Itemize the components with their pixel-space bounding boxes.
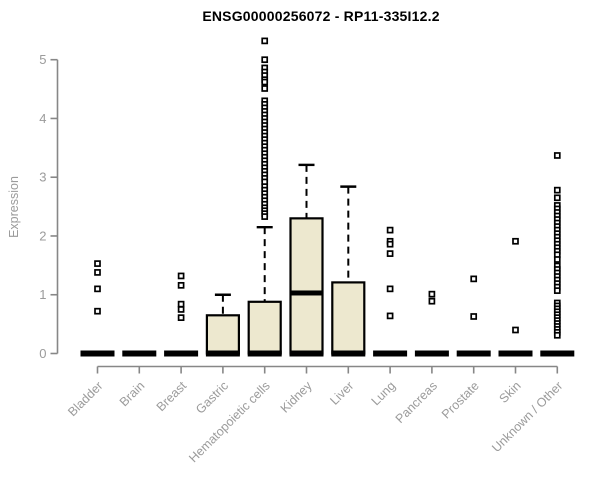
x-tick-label-lung: Lung bbox=[369, 379, 399, 409]
outlier-point-hematopoietic-cells bbox=[261, 85, 269, 92]
outlier-point-lung bbox=[386, 240, 394, 248]
outlier-point-hematopoietic-cells bbox=[261, 56, 269, 64]
outlier-point-breast bbox=[177, 306, 185, 313]
zero-bar-skin bbox=[498, 350, 533, 357]
zero-bar-liver bbox=[331, 350, 366, 357]
box-hematopoietic-cells bbox=[247, 300, 282, 355]
outlier-point-lung bbox=[386, 285, 394, 293]
zero-bar-gastric bbox=[205, 350, 240, 357]
box-kidney bbox=[289, 217, 324, 355]
x-tick-label-brain: Brain bbox=[117, 379, 148, 410]
outlier-point-lung bbox=[386, 312, 394, 320]
outlier-point-bladder bbox=[94, 285, 101, 293]
outlier-point-prostate bbox=[470, 275, 478, 283]
y-tick-label: 1 bbox=[39, 287, 46, 302]
x-tick-label-kidney: Kidney bbox=[278, 378, 315, 415]
outlier-point-unknown-other bbox=[553, 194, 561, 202]
outlier-point-hematopoietic-cells bbox=[261, 213, 269, 220]
outlier-point-bladder bbox=[94, 260, 101, 267]
outlier-point-bladder bbox=[94, 307, 101, 315]
x-tick-label-gastric: Gastric bbox=[193, 379, 231, 417]
x-tick-label-liver: Liver bbox=[327, 379, 356, 408]
box-gastric bbox=[205, 314, 240, 355]
outlier-point-unknown-other bbox=[553, 256, 561, 263]
y-tick-label: 0 bbox=[39, 346, 46, 361]
outlier-point-hematopoietic-cells bbox=[261, 37, 269, 45]
zero-bar-breast bbox=[164, 350, 199, 357]
y-tick-label: 2 bbox=[39, 228, 46, 243]
box-liver bbox=[331, 281, 366, 355]
chart-title: ENSG00000256072 - RP11-335I12.2 bbox=[202, 8, 440, 24]
y-tick-label: 5 bbox=[39, 52, 46, 67]
outlier-point-pancreas bbox=[428, 297, 436, 305]
median-kidney bbox=[290, 290, 323, 296]
outlier-point-unknown-other bbox=[553, 331, 561, 339]
outlier-point-breast bbox=[177, 272, 185, 280]
outlier-point-hematopoietic-cells bbox=[261, 78, 269, 86]
outlier-point-prostate bbox=[470, 313, 478, 320]
zero-bar-brain bbox=[122, 350, 157, 357]
zero-bar-prostate bbox=[456, 350, 491, 357]
zero-bar-kidney bbox=[289, 350, 324, 357]
outlier-point-skin bbox=[512, 237, 519, 245]
x-tick-label-pancreas: Pancreas bbox=[393, 379, 440, 426]
outlier-point-unknown-other bbox=[553, 186, 561, 194]
zero-bar-hematopoietic-cells bbox=[247, 350, 282, 357]
x-tick-label-skin: Skin bbox=[497, 379, 524, 406]
outlier-point-unknown-other bbox=[553, 287, 561, 294]
outlier-point-bladder bbox=[94, 269, 101, 276]
zero-bar-bladder bbox=[80, 350, 115, 357]
outlier-point-unknown-other bbox=[553, 152, 561, 159]
x-tick-label-breast: Breast bbox=[154, 378, 190, 414]
x-tick-label-prostate: Prostate bbox=[439, 379, 482, 422]
zero-bar-pancreas bbox=[414, 350, 449, 357]
outlier-point-breast bbox=[177, 281, 185, 289]
outlier-point-breast bbox=[177, 314, 185, 322]
outlier-point-lung bbox=[386, 226, 394, 234]
outlier-point-breast bbox=[177, 300, 185, 308]
outlier-point-lung bbox=[386, 250, 394, 257]
x-tick-label-bladder: Bladder bbox=[65, 379, 105, 419]
y-tick-label: 4 bbox=[39, 111, 46, 126]
outlier-point-skin bbox=[512, 326, 519, 334]
zero-bar-lung bbox=[373, 350, 408, 357]
y-tick-label: 3 bbox=[39, 170, 46, 185]
zero-bar-unknown-other bbox=[540, 350, 575, 357]
x-tick-label-hematopoietic-cells: Hematopoietic cells bbox=[186, 379, 273, 466]
x-tick-label-unknown-other: Unknown / Other bbox=[489, 379, 565, 455]
outlier-point-pancreas bbox=[428, 290, 436, 298]
